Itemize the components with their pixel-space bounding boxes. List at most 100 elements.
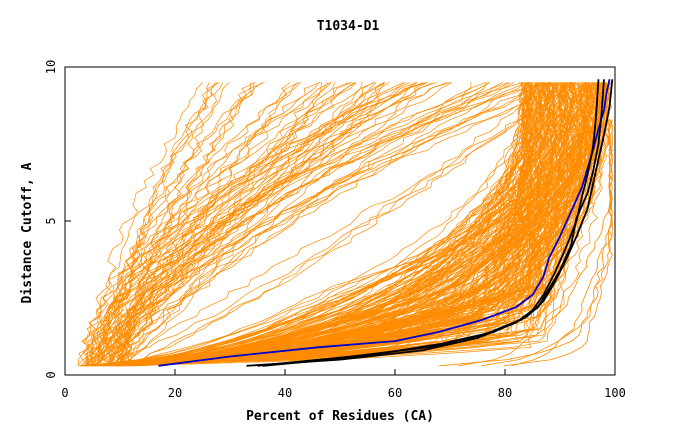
model-curve: [124, 82, 321, 366]
model-curve: [116, 82, 564, 366]
y-tick-label: 0: [44, 371, 58, 378]
model-curve: [86, 82, 557, 367]
model-curve: [108, 82, 577, 367]
model-curve: [113, 82, 564, 367]
model-curve: [93, 82, 511, 366]
model-curve: [92, 82, 418, 366]
model-curve: [105, 82, 329, 367]
model-curve: [109, 82, 554, 367]
model-curve: [93, 82, 427, 366]
model-curve: [503, 119, 613, 367]
model-curve: [107, 82, 530, 366]
model-curve: [86, 82, 448, 366]
model-curve: [112, 82, 588, 367]
model-curve: [84, 82, 538, 367]
model-curve: [438, 119, 613, 367]
model-curve: [116, 82, 265, 366]
model-curve: [136, 82, 534, 367]
model-curve: [122, 82, 590, 367]
model-curve: [134, 82, 542, 367]
model-curve: [118, 82, 568, 367]
model-curve: [104, 82, 524, 367]
bulk-series-layer: [77, 82, 613, 367]
x-axis-label: Percent of Residues (CA): [246, 409, 434, 424]
model-curve: [115, 82, 535, 367]
model-curve: [117, 82, 319, 366]
model-curve: [122, 82, 428, 367]
model-curve: [103, 82, 573, 367]
x-tick-label: 0: [61, 386, 68, 400]
model-curve: [118, 82, 546, 367]
model-curve: [117, 82, 566, 367]
model-curve: [119, 82, 390, 367]
model-curve: [107, 82, 526, 367]
model-curve: [121, 82, 488, 366]
model-curve: [112, 82, 549, 367]
series-layer: [158, 79, 614, 367]
model-curve: [93, 82, 230, 367]
model-curve: [80, 82, 404, 367]
x-tick-label: 80: [498, 386, 512, 400]
x-tick-label: 100: [604, 386, 626, 400]
model-curve: [85, 82, 569, 367]
model-curve: [103, 82, 357, 367]
model-curve: [85, 82, 406, 366]
model-curve: [95, 82, 563, 367]
model-curve: [118, 82, 552, 367]
model-curve: [127, 82, 613, 367]
model-curve: [95, 82, 578, 367]
reference-3-curve: [262, 79, 614, 367]
model-curve: [119, 82, 375, 367]
model-curve: [78, 82, 355, 367]
highlight-curve: [158, 79, 611, 367]
model-curve: [89, 82, 386, 367]
model-curve: [110, 82, 606, 367]
x-tick-label: 40: [278, 386, 292, 400]
x-tick-label: 60: [388, 386, 402, 400]
x-tick-label: 20: [168, 386, 182, 400]
tick-layer: 0 20 40 60 80 100 0 5 10: [44, 60, 626, 400]
y-axis-label: Distance Cutoff, A: [20, 162, 35, 303]
model-curve: [94, 82, 565, 367]
model-curve: [121, 82, 451, 366]
model-curve: [81, 82, 335, 367]
y-tick-label: 10: [44, 60, 58, 74]
model-curve: [119, 82, 298, 367]
model-curve: [122, 82, 533, 367]
model-curve: [113, 82, 220, 366]
model-curve: [108, 82, 291, 366]
model-curve: [138, 82, 568, 367]
model-curve: [80, 82, 538, 367]
model-curve: [113, 82, 377, 366]
model-curve: [97, 82, 224, 367]
model-curve: [118, 82, 603, 367]
model-curve: [93, 82, 216, 367]
model-curve: [110, 82, 600, 367]
model-curve: [128, 82, 545, 367]
model-curve: [99, 82, 534, 367]
model-curve: [89, 82, 544, 367]
model-curve: [105, 82, 218, 366]
model-curve: [92, 82, 594, 367]
model-curve: [85, 82, 332, 367]
model-curve: [104, 82, 560, 367]
model-curve: [125, 82, 542, 367]
y-tick-label: 5: [44, 217, 58, 224]
model-curve: [88, 82, 452, 366]
reference-1-curve: [246, 79, 600, 367]
model-curve: [84, 82, 564, 367]
model-curve: [110, 82, 299, 366]
model-curve: [131, 82, 564, 367]
model-curve: [108, 82, 252, 366]
model-curve: [121, 82, 323, 367]
model-curve: [85, 82, 332, 366]
model-curve: [125, 82, 528, 367]
model-curve: [113, 82, 549, 367]
model-curve: [119, 82, 557, 367]
model-curve: [98, 82, 301, 366]
model-curve: [88, 82, 527, 367]
model-curve: [95, 82, 544, 367]
model-curve: [94, 82, 601, 367]
chart-title: T1034-D1: [317, 19, 380, 34]
model-curve: [96, 82, 550, 367]
